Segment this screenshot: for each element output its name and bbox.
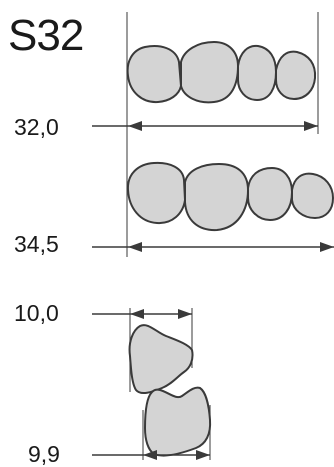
lower-width-arrow-left [128,242,142,252]
lower-width-label: 34,5 [14,231,59,257]
lower-width-arrow-right [320,242,334,252]
upper-tooth-2 [180,41,239,104]
lower-tooth-4 [291,172,334,219]
upper-width-label: 32,0 [14,114,59,140]
upper-width-arrow-right [304,121,318,131]
upper-tooth-4 [275,50,317,100]
mould-code: S32 [8,11,84,60]
side-lower-tooth [144,386,212,457]
side-upper-arrow-left [130,309,144,319]
upper-width-arrow-left [128,121,142,131]
side-upper-arrow-right [178,309,192,319]
lower-teeth-row [126,161,334,232]
side-upper-tooth [128,324,194,395]
upper-tooth-3 [237,44,277,101]
side-upper-label: 10,0 [14,300,59,326]
side-lower-arrow-right [196,450,210,460]
upper-teeth-row [126,41,317,104]
lower-tooth-1 [126,161,186,225]
side-lower-label: 9,9 [28,441,60,467]
lower-tooth-3 [247,167,293,221]
upper-tooth-1 [126,45,182,104]
side-lower-arrow-left [143,450,157,460]
lower-tooth-2 [184,163,249,232]
